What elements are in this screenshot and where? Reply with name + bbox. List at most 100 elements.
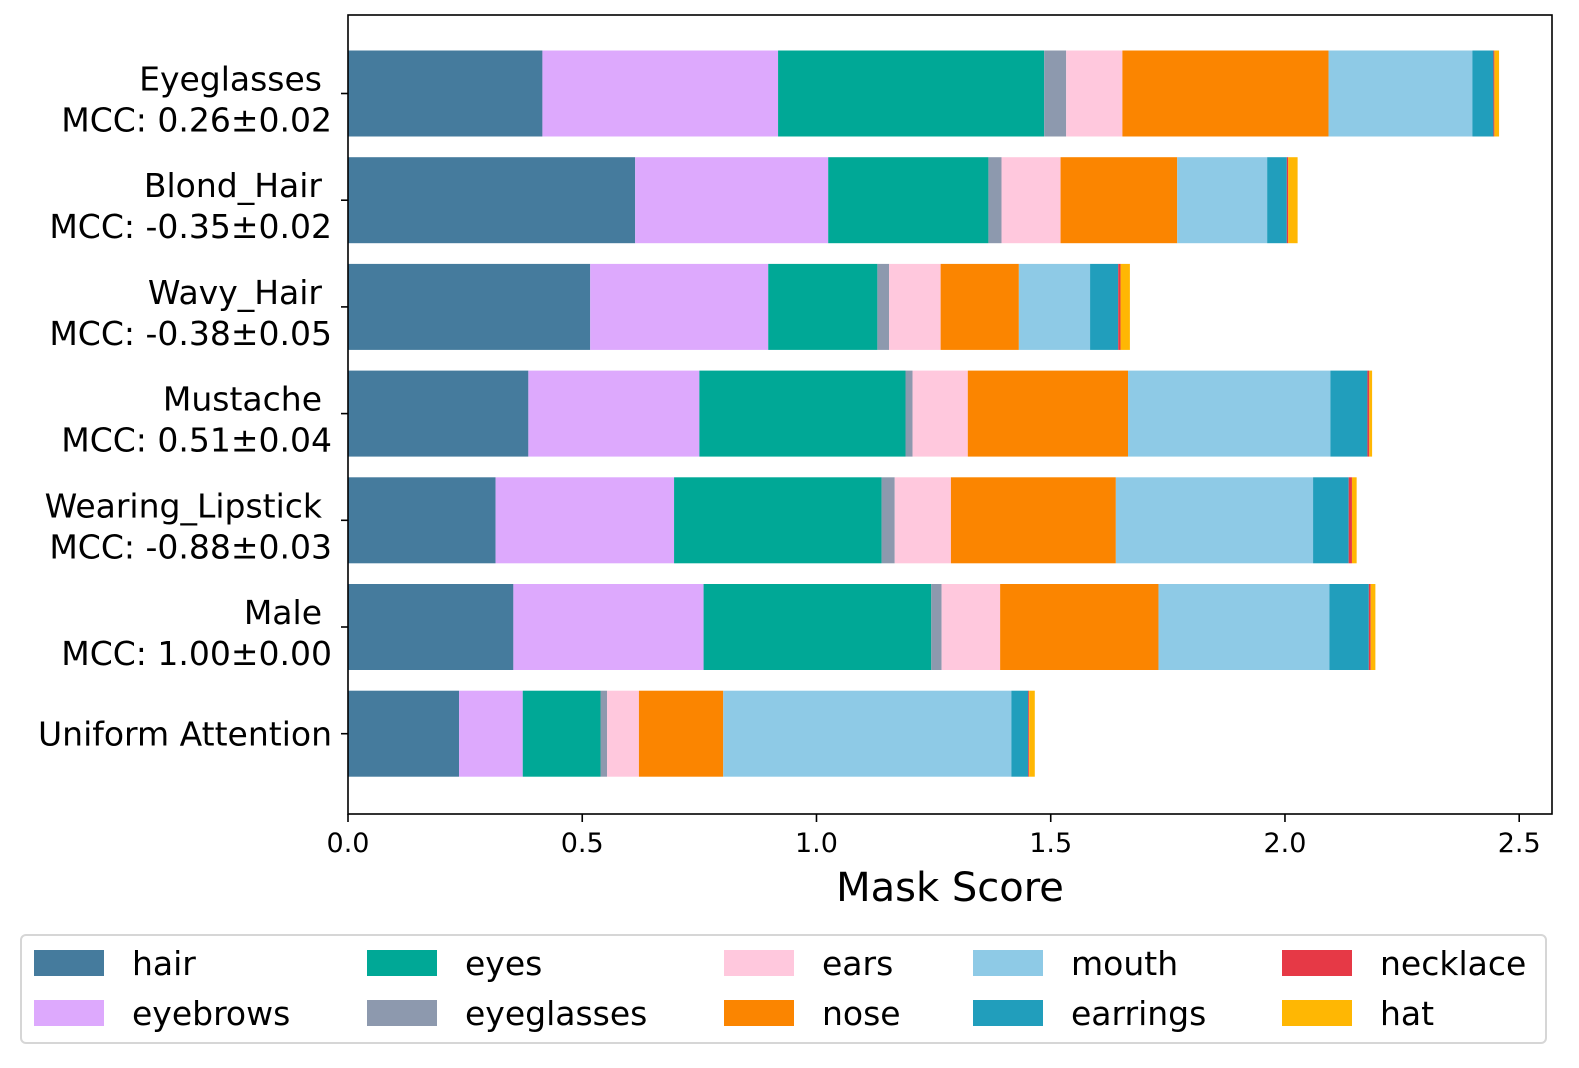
bar-wavy-hair-nose (940, 263, 1019, 350)
bar-blond-hair-hair (348, 157, 636, 244)
bar-male-necklace (1368, 584, 1371, 670)
bar-wearing-lipstick-eyes (674, 477, 882, 564)
legend-swatch (973, 950, 1043, 976)
y-label-attribute: Wearing_Lipstick (45, 486, 323, 525)
y-label-mcc: MCC: -0.35±0.02 (49, 207, 332, 246)
legend-label: nose (822, 993, 901, 1033)
x-tick-label: 1.5 (1029, 828, 1072, 859)
bar-wavy-hair-hat (1120, 263, 1130, 350)
bar-mustache-ears (912, 370, 968, 457)
bar-male-hair (348, 584, 514, 670)
bar-eyeglasses-ears (1066, 50, 1123, 137)
legend-swatch (34, 950, 104, 976)
bar-mustache-hair (348, 370, 529, 457)
bar-blond-hair-hat (1288, 157, 1298, 244)
y-label-mcc: MCC: -0.38±0.05 (49, 314, 332, 353)
bar-male-hat (1370, 584, 1376, 670)
legend-swatch (367, 950, 437, 976)
legend-item-ears: ears (724, 943, 893, 983)
bar-male-eyebrows (513, 584, 704, 670)
bar-blond-hair-necklace (1286, 157, 1289, 244)
y-label-mcc: MCC: 0.26±0.02 (61, 101, 332, 140)
legend-label: eyeglasses (465, 993, 648, 1033)
bar-eyeglasses-nose (1122, 50, 1329, 137)
x-tick-label: 2.5 (1498, 828, 1541, 859)
legend-item-eyeglasses: eyeglasses (367, 993, 647, 1033)
bar-mustache-eyebrows (528, 370, 700, 457)
bar-uniform-attention-hat (1029, 690, 1035, 777)
bar-eyeglasses-mouth (1328, 50, 1473, 137)
bar-wavy-hair-mouth (1018, 263, 1091, 350)
bar-wearing-lipstick-hair (348, 477, 496, 564)
bar-uniform-attention-eyebrows (459, 690, 523, 777)
bar-wearing-lipstick-earrings (1313, 477, 1349, 564)
legend-label: necklace (1380, 943, 1527, 983)
bar-mustache-nose (967, 370, 1129, 457)
legend-item-mouth: mouth (973, 943, 1178, 983)
bar-uniform-attention-nose (638, 690, 724, 777)
bar-mustache-eyes (699, 370, 906, 457)
bar-male-nose (1000, 584, 1159, 670)
bar-wearing-lipstick-hat (1351, 477, 1357, 564)
bar-wavy-hair-eyes (768, 263, 878, 350)
bar-male-ears (941, 584, 1001, 670)
legend-label: eyebrows (132, 993, 291, 1033)
axes-frame (347, 14, 1553, 815)
legend-item-hat: hat (1282, 993, 1434, 1033)
bar-male-eyes (703, 584, 932, 670)
bar-male-earrings (1329, 584, 1369, 670)
x-axis-label: Mask Score (836, 865, 1064, 911)
bar-blond-hair-eyes (828, 157, 989, 244)
bar-wavy-hair-necklace (1118, 263, 1121, 350)
bar-eyeglasses-hair (348, 50, 543, 137)
y-label-mcc: MCC: 0.51±0.04 (61, 421, 332, 460)
y-label-mcc: MCC: 1.00±0.00 (61, 634, 332, 673)
legend-swatch (1282, 1000, 1352, 1026)
x-tick-label: 1.0 (795, 828, 838, 859)
bar-mustache-necklace (1367, 370, 1370, 457)
legend-label: hair (132, 943, 196, 983)
legend-item-eyes: eyes (367, 943, 542, 983)
bar-male-mouth (1158, 584, 1330, 670)
bar-eyeglasses-eyeglasses (1044, 50, 1067, 137)
bar-uniform-attention-eyeglasses (600, 690, 608, 777)
legend-label: earrings (1071, 993, 1207, 1033)
bar-blond-hair-earrings (1267, 157, 1287, 244)
bar-eyeglasses-hat (1494, 50, 1500, 137)
legend-label: mouth (1071, 943, 1179, 983)
legend-label: ears (822, 943, 894, 983)
bar-wearing-lipstick-nose (950, 477, 1116, 564)
legend-item-hair: hair (34, 943, 196, 983)
legend-swatch (724, 1000, 794, 1026)
legend-label: eyes (465, 943, 543, 983)
bar-mustache-hat (1369, 370, 1373, 457)
bar-uniform-attention-earrings (1011, 690, 1029, 777)
legend-swatch (1282, 950, 1352, 976)
bar-blond-hair-eyebrows (635, 157, 829, 244)
bar-mustache-earrings (1330, 370, 1368, 457)
bar-blond-hair-nose (1060, 157, 1178, 244)
bar-male-eyeglasses (931, 584, 942, 670)
bar-wearing-lipstick-ears (894, 477, 951, 564)
legend-swatch (367, 1000, 437, 1026)
bar-eyeglasses-necklace (1493, 50, 1495, 137)
y-label-attribute: Eyeglasses (139, 60, 322, 99)
bar-wearing-lipstick-eyeglasses (881, 477, 895, 564)
bar-blond-hair-eyeglasses (988, 157, 1002, 244)
bar-wearing-lipstick-necklace (1348, 477, 1352, 564)
bar-eyeglasses-eyes (778, 50, 1045, 137)
x-axis-ticks: 0.0 0.5 1.0 1.5 2.0 2.5 (327, 814, 1541, 859)
y-label-attribute: Mustache (163, 380, 322, 419)
y-label-attribute: Uniform Attention (38, 715, 332, 754)
bar-mustache-eyeglasses (905, 370, 913, 457)
legend-swatch (724, 950, 794, 976)
bar-wavy-hair-earrings (1090, 263, 1119, 350)
x-tick-label: 0.0 (327, 828, 370, 859)
bar-uniform-attention-eyes (522, 690, 601, 777)
y-label-attribute: Wavy_Hair (148, 273, 323, 312)
bar-eyeglasses-eyebrows (542, 50, 779, 137)
bar-wavy-hair-eyebrows (590, 263, 769, 350)
legend: hair eyebrows eyes eyeglasses ears nose mouth e… (20, 934, 1547, 1044)
legend-item-necklace: necklace (1282, 943, 1526, 983)
